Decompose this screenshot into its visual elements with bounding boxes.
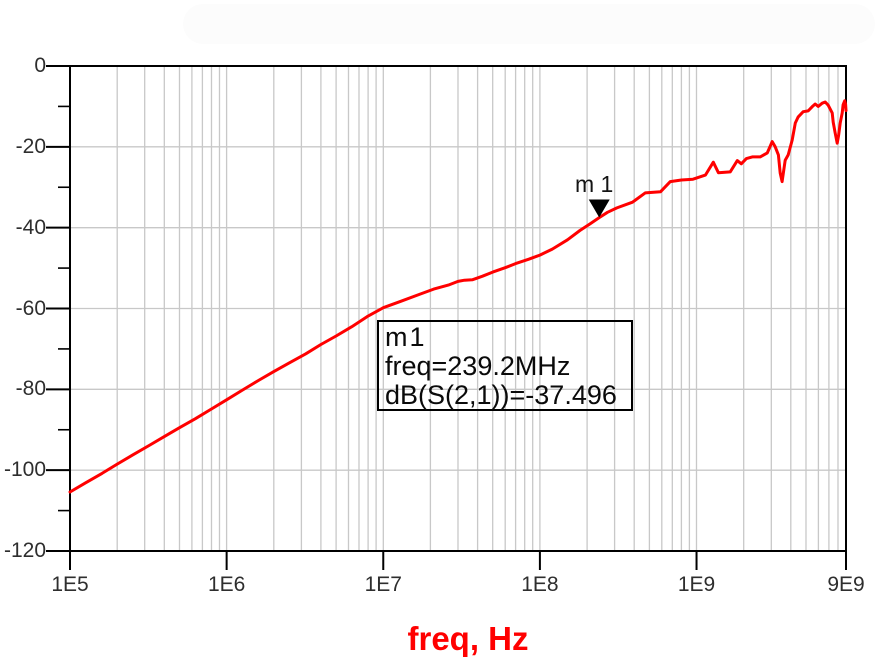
gridlines bbox=[70, 66, 846, 551]
marker-m1-triangle-icon[interactable] bbox=[588, 199, 610, 218]
marker-freq-text: freq=239.2MHz bbox=[385, 351, 571, 381]
marker-name-text: m1 bbox=[385, 322, 427, 352]
x-tick-label-1E6: 1E6 bbox=[207, 573, 246, 596]
x-tick-label-1E8: 1E8 bbox=[521, 573, 559, 596]
axis-ticks bbox=[46, 65, 847, 570]
y-tick-label--20: -20 bbox=[15, 134, 46, 158]
y-tick-label--60: -60 bbox=[15, 296, 46, 320]
y-tick-label--40: -40 bbox=[15, 215, 46, 239]
trace-db-s21[interactable] bbox=[68, 99, 848, 494]
erased-title-smudge bbox=[183, 4, 875, 44]
x-axis-title: freq, Hz bbox=[407, 620, 529, 657]
marker-m1-readout-box[interactable]: m1 freq=239.2MHz dB(S(2,1))=-37.496 bbox=[377, 320, 633, 411]
x-tick-label-9E9: 9E9 bbox=[827, 573, 865, 596]
y-tick-label--120: -120 bbox=[3, 539, 46, 562]
y-tick-label--100: -100 bbox=[3, 458, 46, 482]
y-tick-label--80: -80 bbox=[15, 377, 46, 401]
marker-value-text: dB(S(2,1))=-37.496 bbox=[385, 380, 617, 410]
x-tick-label-1E5: 1E5 bbox=[51, 573, 89, 596]
x-tick-label-1E9: 1E9 bbox=[677, 573, 716, 596]
y-tick-label-0: 0 bbox=[34, 54, 46, 77]
marker-m1-label[interactable]: m 1 bbox=[575, 171, 614, 197]
x-tick-label-1E7: 1E7 bbox=[364, 573, 402, 596]
